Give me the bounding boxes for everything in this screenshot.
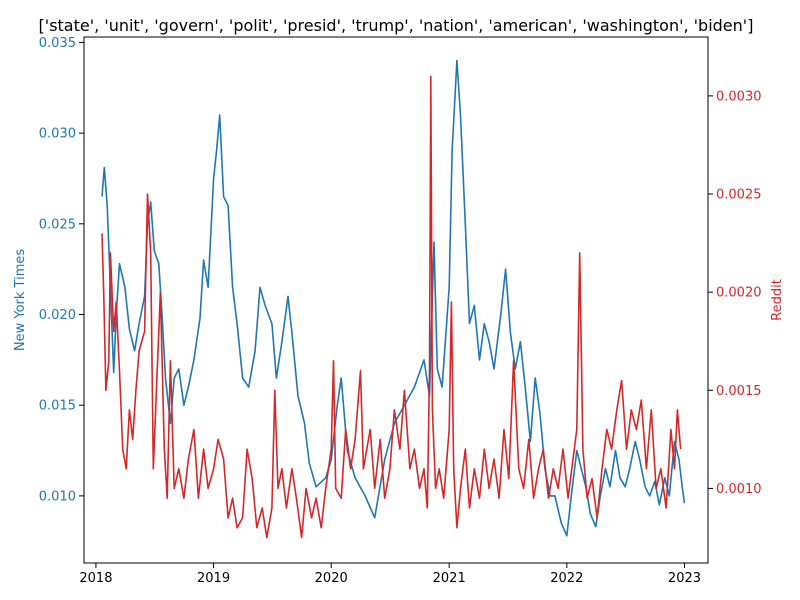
x-tick-label: 2018: [79, 571, 112, 586]
x-tick-label: 2020: [315, 571, 348, 586]
series-line-new-york-times: [101, 59, 686, 537]
x-tick-label: 2021: [433, 571, 466, 586]
x-tick-label: 2019: [197, 571, 230, 586]
series-layer: [101, 59, 686, 539]
y-axis-right-label: Reddit: [770, 279, 785, 321]
y-right-tick-label: 0.0010: [716, 482, 762, 497]
plot-area: [83, 36, 709, 564]
y-left-tick-label: 0.010: [39, 489, 76, 504]
x-tick-label: 2022: [550, 571, 583, 586]
y-left-tick-label: 0.020: [39, 308, 76, 323]
y-left-tick-label: 0.035: [39, 36, 76, 51]
y-left-tick-label: 0.015: [39, 399, 76, 414]
series-line-reddit: [101, 75, 682, 539]
y-right-tick-label: 0.0020: [716, 286, 762, 301]
x-tick-label: 2023: [668, 571, 701, 586]
plot-frame: [83, 36, 709, 564]
y-axis-left: 0.010 0.015 0.020 0.025 0.030 0.035: [39, 36, 84, 504]
y-axis-left-label: New York Times: [13, 249, 28, 351]
x-axis: 2018 2019 2020 2021 2022 2023: [79, 563, 701, 586]
chart-title: ['state', 'unit', 'govern', 'polit', 'pr…: [39, 16, 754, 35]
y-left-tick-label: 0.025: [39, 217, 76, 232]
y-right-tick-label: 0.0025: [716, 188, 762, 203]
y-right-tick-label: 0.0030: [716, 89, 762, 104]
y-right-tick-label: 0.0015: [716, 384, 762, 399]
y-left-tick-label: 0.030: [39, 127, 76, 142]
y-axis-right: 0.0010 0.0015 0.0020 0.0025 0.0030: [708, 89, 762, 497]
